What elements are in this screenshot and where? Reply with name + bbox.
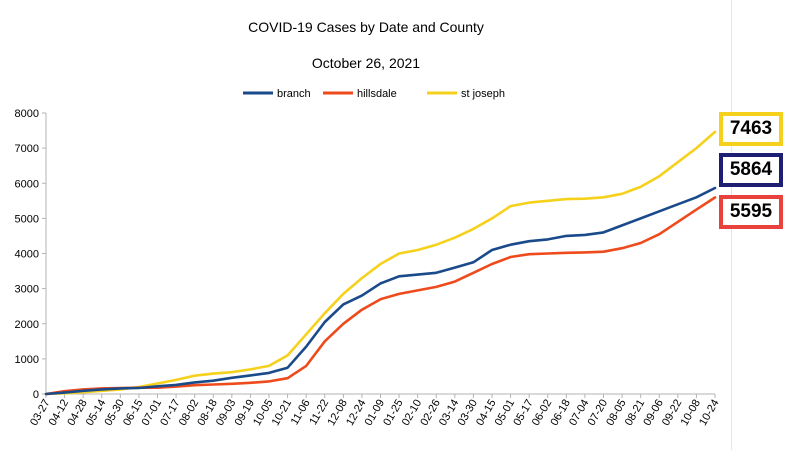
- y-tick-label: 3000: [15, 284, 39, 296]
- legend-item-branch: branch: [243, 88, 311, 100]
- y-tick-label: 1000: [15, 354, 39, 366]
- chart-title: COVID-19 Cases by Date and County: [248, 19, 484, 35]
- series-line-hillsdale: [44, 196, 717, 396]
- series-line-branch: [44, 186, 717, 396]
- x-tick-label: 10-24: [697, 398, 721, 428]
- series-line-st-joseph: [44, 130, 717, 396]
- legend-item-st-joseph: st joseph: [427, 88, 505, 100]
- legend-item-hillsdale: hillsdale: [323, 88, 397, 100]
- chart-subtitle: October 26, 2021: [312, 55, 420, 71]
- x-axis: 03-2704-1204-2805-1405-3006-1507-0107-17…: [28, 393, 722, 428]
- legend-label: st joseph: [461, 88, 505, 100]
- y-tick-label: 8000: [15, 108, 39, 120]
- plot-area: [44, 130, 717, 396]
- y-tick-label: 6000: [15, 178, 39, 190]
- y-axis: 0 1000 2000 3000 4000 5000 6000 7000 8000: [15, 108, 47, 401]
- y-tick-label: 5000: [15, 213, 39, 225]
- y-tick-label: 0: [33, 389, 39, 401]
- legend-label: hillsdale: [357, 88, 397, 100]
- y-tick-label: 4000: [15, 249, 39, 261]
- callout-st-joseph: 7463: [719, 112, 783, 146]
- callout-branch: 5864: [719, 153, 783, 187]
- callout-hillsdale: 5595: [719, 195, 783, 229]
- legend-label: branch: [277, 88, 311, 100]
- chart-legend: branch hillsdale st joseph: [243, 88, 505, 100]
- y-tick-label: 2000: [15, 319, 39, 331]
- y-tick-label: 7000: [15, 143, 39, 155]
